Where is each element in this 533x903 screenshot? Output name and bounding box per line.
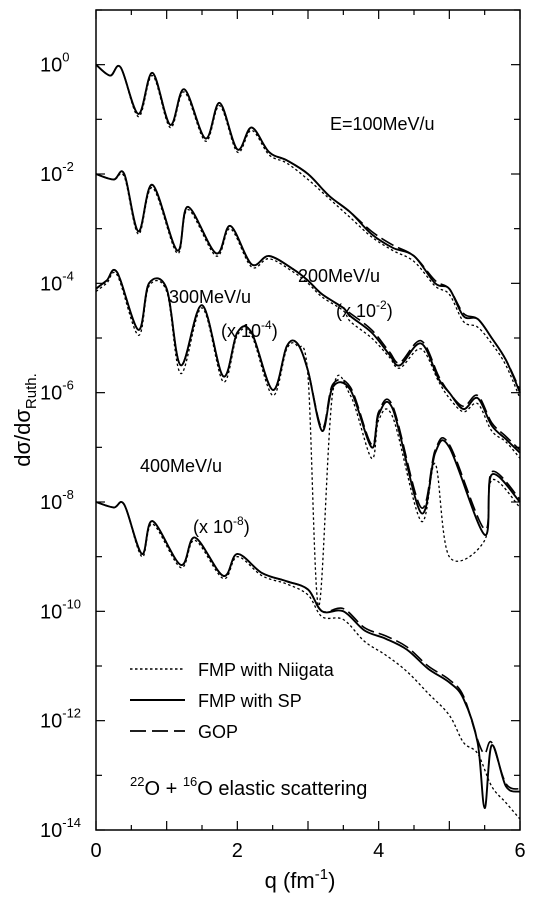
y-tick-base: 10 — [40, 601, 62, 623]
curve-400-solid — [95, 500, 521, 810]
curve-100-solid — [95, 63, 521, 394]
curve-400-niigata — [95, 501, 521, 820]
legend-label-sp: FMP with SP — [198, 691, 302, 711]
curve-300-solid — [95, 268, 521, 536]
scale200-pre: (x 10 — [336, 301, 376, 321]
x-axis-ticks: 0 2 4 6 — [90, 10, 526, 862]
y-tick-label: 10-12 — [40, 706, 81, 733]
annotation-scale300: (x 10-4) — [221, 318, 278, 341]
scale400-pre: (x 10 — [193, 517, 233, 537]
reaction-o1: O + — [144, 778, 182, 800]
legend-label-niigata: FMP with Niigata — [198, 660, 335, 680]
x-axis-label-end: ) — [328, 868, 335, 893]
annotation-scale400: (x 10-8) — [193, 514, 250, 537]
y-tick-base: 10 — [40, 711, 62, 733]
scale300-sup: -4 — [261, 318, 272, 332]
curve-200-gop — [95, 170, 521, 451]
y-tick-base: 10 — [40, 492, 62, 514]
y-tick-label: 10-2 — [40, 159, 74, 186]
reaction-sup1: 22 — [130, 774, 144, 789]
curve-100-gop — [95, 64, 521, 391]
y-tick-exponent: -8 — [62, 487, 74, 502]
y-tick-label: 100 — [40, 50, 69, 77]
x-axis-label-sup: -1 — [315, 866, 328, 883]
y-tick-label: 10-14 — [40, 815, 81, 842]
x-axis-label: q (fm-1) — [265, 866, 336, 893]
scale400-post: ) — [244, 517, 250, 537]
annotation-e300: 300MeV/u — [169, 287, 251, 307]
curve-300-niigata — [95, 271, 521, 607]
y-tick-base: 10 — [40, 55, 62, 77]
annotation-e100: E=100MeV/u — [330, 114, 435, 134]
y-tick-label: 10-8 — [40, 487, 74, 514]
y-tick-label: 10-10 — [40, 596, 81, 623]
y-tick-exponent: -6 — [62, 378, 74, 393]
y-tick-exponent: 0 — [62, 50, 69, 65]
curve-100-niigata — [95, 64, 521, 399]
curve-400-gop — [95, 501, 521, 790]
x-tick-label: 6 — [514, 840, 525, 862]
scale200-sup: -2 — [376, 298, 387, 312]
scale300-pre: (x 10 — [221, 321, 261, 341]
y-tick-base: 10 — [40, 273, 62, 295]
annotation-e200: 200MeV/u — [298, 266, 380, 286]
reaction-label: 22O + 16O elastic scattering — [130, 774, 367, 800]
y-tick-exponent: -4 — [62, 268, 74, 283]
legend-label-gop: GOP — [198, 722, 238, 742]
y-tick-exponent: -14 — [62, 815, 81, 830]
scale200-post: ) — [387, 301, 393, 321]
curve-200-niigata — [95, 172, 521, 459]
legend: FMP with Niigata FMP with SP GOP — [130, 660, 335, 742]
curve-200-solid — [95, 170, 521, 454]
y-tick-exponent: -2 — [62, 159, 74, 174]
y-axis-label-sub: Ruth. — [23, 373, 40, 409]
y-tick-exponent: -12 — [62, 706, 81, 721]
y-axis-label: dσ/dσRuth. — [10, 373, 40, 467]
y-tick-exponent: -10 — [62, 596, 81, 611]
annotation-scale200: (x 10-2) — [336, 298, 393, 321]
annotation-e400: 400MeV/u — [140, 456, 222, 476]
y-tick-base: 10 — [40, 820, 62, 842]
x-tick-label: 0 — [90, 840, 101, 862]
scale300-post: ) — [272, 321, 278, 341]
y-tick-label: 10-4 — [40, 268, 74, 295]
y-tick-base: 10 — [40, 164, 62, 186]
plot-frame — [95, 9, 521, 831]
scale400-sup: -8 — [233, 514, 244, 528]
y-tick-base: 10 — [40, 383, 62, 405]
x-tick-label: 4 — [373, 840, 384, 862]
y-axis-label-main: dσ/dσ — [10, 409, 35, 467]
y-tick-label: 10-6 — [40, 378, 74, 405]
reaction-sup2: 16 — [183, 774, 197, 789]
reaction-o2: O elastic scattering — [197, 778, 367, 800]
x-tick-label: 2 — [232, 840, 243, 862]
curves — [95, 63, 521, 820]
x-axis-label-main: q (fm — [265, 868, 315, 893]
